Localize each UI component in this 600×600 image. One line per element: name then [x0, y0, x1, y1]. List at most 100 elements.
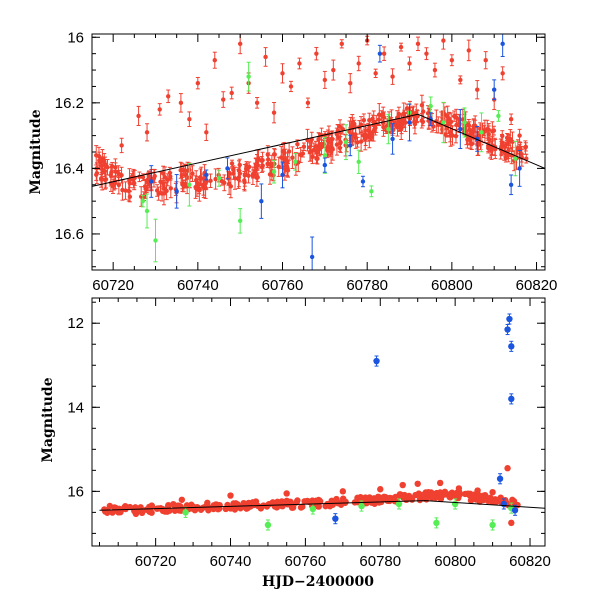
- data-point: [507, 138, 512, 143]
- data-point: [172, 505, 179, 513]
- data-point: [187, 117, 192, 122]
- data-point: [356, 159, 361, 165]
- red-band-point: [94, 162, 100, 185]
- red-bright-point: [288, 80, 294, 93]
- data-point: [377, 51, 383, 56]
- data-point: [358, 502, 365, 510]
- red-band-point: [190, 165, 195, 183]
- red-band-point: [131, 504, 138, 512]
- data-point: [328, 149, 334, 155]
- data-point: [455, 485, 463, 492]
- blue-point: [407, 103, 412, 142]
- blue-point: [491, 79, 497, 101]
- red-band-point: [436, 116, 441, 134]
- red-bright-point: [195, 76, 201, 90]
- data-point: [232, 176, 238, 181]
- data-point: [140, 174, 146, 180]
- data-point: [156, 191, 161, 196]
- red-bright-point: [381, 46, 387, 61]
- data-point: [187, 182, 192, 187]
- blue-point: [225, 157, 230, 180]
- data-point: [267, 172, 273, 177]
- red-band-point: [487, 494, 494, 502]
- red-bright-point: [271, 101, 277, 124]
- data-point: [254, 100, 260, 106]
- data-point: [195, 80, 201, 86]
- red-bright-point: [483, 51, 488, 70]
- data-point: [317, 142, 322, 147]
- blue-point: [377, 44, 383, 63]
- red-band-point: [377, 103, 382, 127]
- data-point: [233, 502, 240, 509]
- data-point: [386, 497, 393, 505]
- data-point: [440, 491, 448, 498]
- blue-point: [348, 134, 353, 157]
- data-point: [445, 114, 450, 120]
- data-point: [405, 492, 413, 500]
- red-band-point: [371, 110, 376, 134]
- data-point: [420, 119, 426, 125]
- data-point: [508, 117, 514, 122]
- data-point: [227, 492, 234, 499]
- red-band-point: [219, 176, 225, 186]
- data-point: [407, 61, 412, 66]
- red-band-point: [245, 499, 252, 507]
- data-point: [116, 182, 122, 188]
- red-bright-point: [466, 39, 471, 62]
- data-point: [174, 189, 179, 194]
- data-point: [229, 90, 234, 96]
- data-point: [373, 357, 380, 365]
- red-band-point: [307, 140, 312, 155]
- data-point: [496, 475, 504, 482]
- data-point: [449, 58, 455, 63]
- data-point: [288, 84, 294, 89]
- red-band-point: [99, 168, 105, 191]
- data-point: [119, 143, 124, 148]
- green-point: [395, 498, 403, 510]
- data-point: [517, 166, 522, 171]
- red-bright-point: [280, 63, 285, 84]
- red-band-point: [142, 178, 148, 194]
- red-bright-point: [283, 490, 290, 497]
- red-band-point: [405, 492, 413, 500]
- data-point: [105, 165, 110, 170]
- data-point: [252, 168, 258, 173]
- data-point: [285, 159, 290, 164]
- blue-point: [322, 157, 328, 173]
- red-band-point: [165, 173, 170, 187]
- red-band-point: [276, 156, 281, 177]
- data-point: [400, 494, 407, 501]
- y-tick-label: 16.4: [55, 160, 84, 177]
- blue-point: [511, 504, 519, 516]
- data-point: [198, 175, 203, 180]
- data-point: [377, 486, 384, 493]
- green-point: [216, 169, 222, 187]
- green-point: [140, 194, 146, 208]
- green-point: [237, 208, 243, 234]
- data-point: [311, 147, 317, 153]
- red-band-point: [492, 498, 499, 506]
- red-band-point: [282, 141, 287, 164]
- green-point: [479, 112, 484, 153]
- data-point: [473, 496, 480, 503]
- data-point: [190, 171, 195, 176]
- blue-point: [496, 473, 504, 485]
- data-point: [381, 51, 387, 56]
- data-point: [182, 509, 189, 516]
- red-band-point: [482, 493, 489, 501]
- red-bright-point: [102, 166, 107, 178]
- data-point: [203, 176, 208, 182]
- blue-point: [508, 174, 514, 196]
- red-band-point: [96, 146, 102, 166]
- red-band-point: [244, 162, 249, 171]
- data-point: [458, 77, 463, 83]
- red-band-point: [117, 509, 124, 516]
- data-point: [271, 169, 277, 174]
- red-bright-point: [348, 73, 353, 94]
- data-point: [162, 186, 167, 192]
- data-point: [433, 519, 440, 527]
- red-bright-point: [122, 505, 129, 513]
- y-tick-label: 16: [67, 29, 84, 46]
- data-point: [490, 129, 495, 134]
- data-point: [304, 497, 311, 505]
